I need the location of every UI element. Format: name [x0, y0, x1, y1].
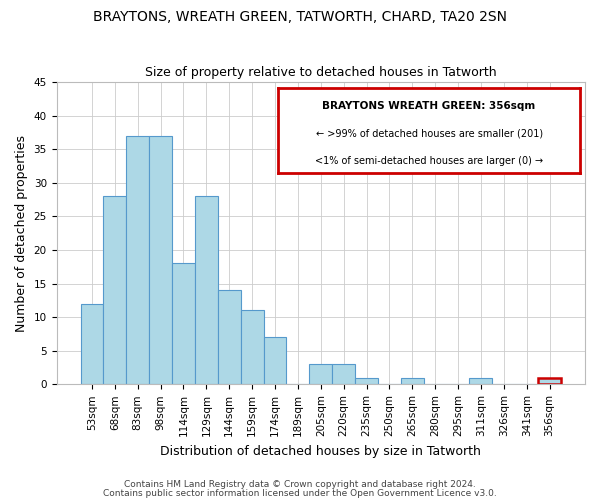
- Bar: [332, 364, 355, 384]
- Bar: [310, 364, 332, 384]
- Bar: [149, 136, 172, 384]
- Bar: [172, 264, 195, 384]
- Bar: [195, 196, 218, 384]
- Bar: [401, 378, 424, 384]
- Text: BRAYTONS, WREATH GREEN, TATWORTH, CHARD, TA20 2SN: BRAYTONS, WREATH GREEN, TATWORTH, CHARD,…: [93, 10, 507, 24]
- Bar: [241, 310, 263, 384]
- Bar: [80, 304, 103, 384]
- Title: Size of property relative to detached houses in Tatworth: Size of property relative to detached ho…: [145, 66, 497, 80]
- Bar: [263, 338, 286, 384]
- Bar: [103, 196, 127, 384]
- Bar: [355, 378, 378, 384]
- Bar: [218, 290, 241, 384]
- Bar: [538, 378, 561, 384]
- Text: Contains public sector information licensed under the Open Government Licence v3: Contains public sector information licen…: [103, 488, 497, 498]
- X-axis label: Distribution of detached houses by size in Tatworth: Distribution of detached houses by size …: [160, 444, 481, 458]
- Bar: [469, 378, 493, 384]
- Text: Contains HM Land Registry data © Crown copyright and database right 2024.: Contains HM Land Registry data © Crown c…: [124, 480, 476, 489]
- Bar: [127, 136, 149, 384]
- Y-axis label: Number of detached properties: Number of detached properties: [15, 134, 28, 332]
